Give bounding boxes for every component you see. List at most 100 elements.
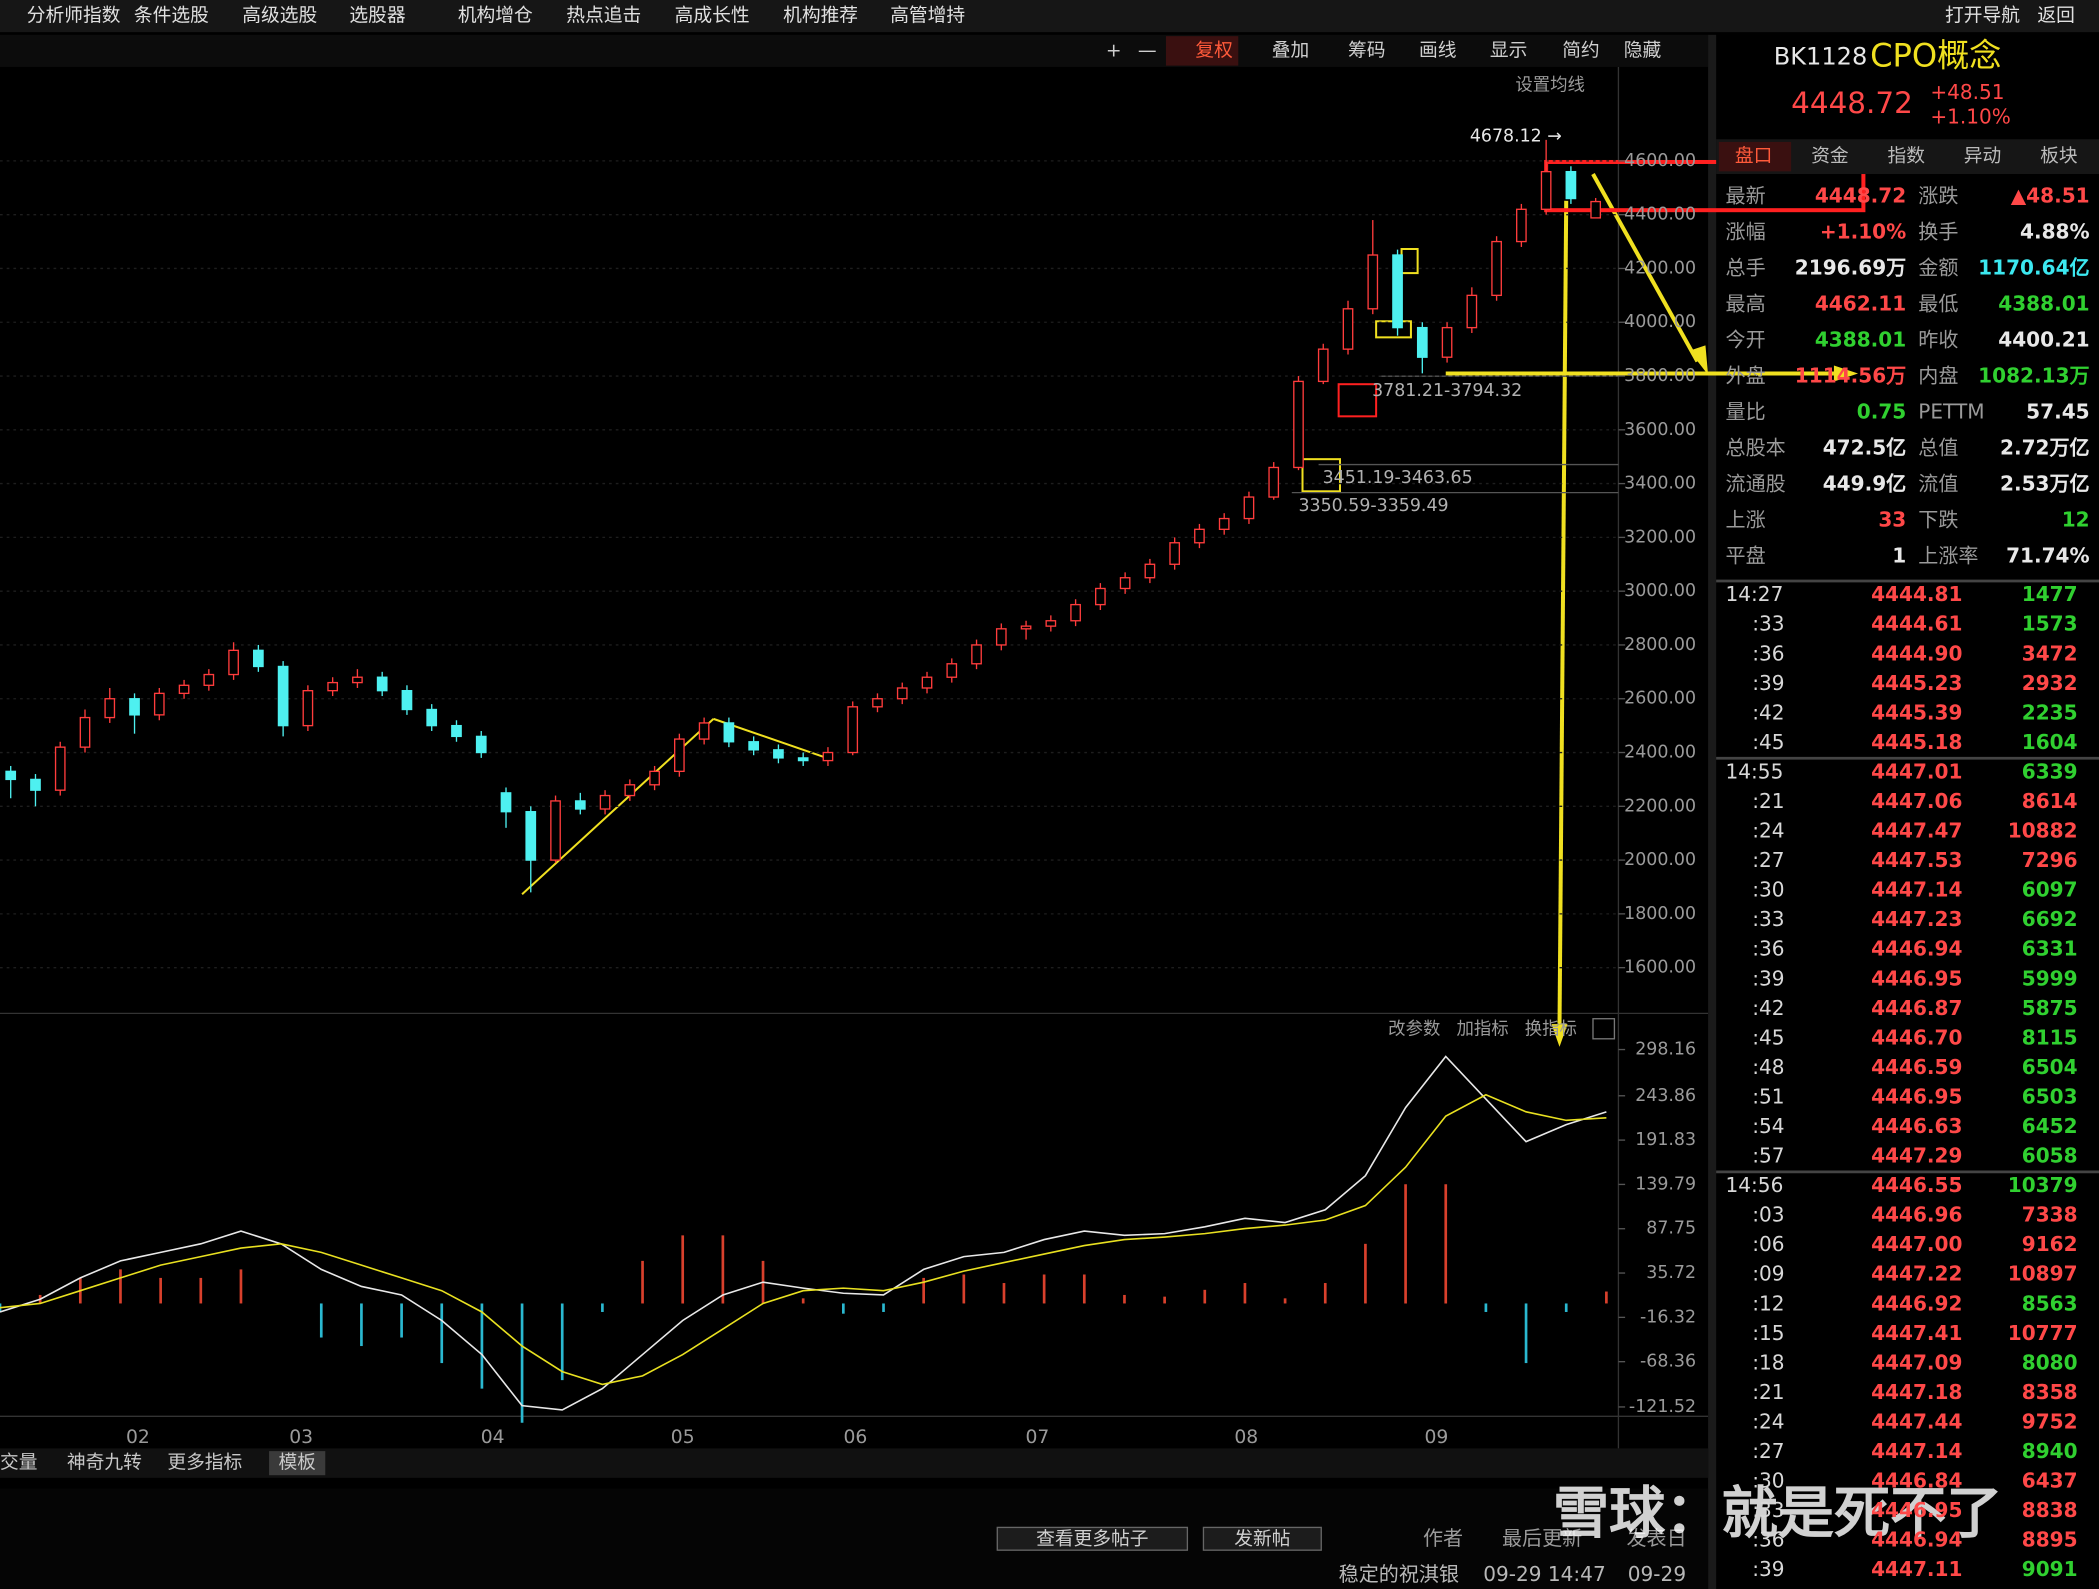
- forum-button[interactable]: [996, 1526, 1189, 1551]
- menu-item[interactable]: 条件选股: [134, 6, 209, 27]
- bottom-tab[interactable]: 神奇九转: [67, 1453, 142, 1474]
- toolbar-button[interactable]: 筹码: [1348, 40, 1385, 61]
- quote-tab[interactable]: 资金: [1811, 146, 1849, 167]
- tick-time: :09: [1752, 1262, 1784, 1286]
- x-tick-label: 07: [1026, 1427, 1050, 1448]
- toolbar-button[interactable]: 画线: [1419, 40, 1457, 61]
- tick-price: 4447.14: [1871, 1439, 1962, 1463]
- tick-price: 4446.70: [1871, 1025, 1962, 1049]
- quote-label: 总股本: [1726, 435, 1786, 459]
- bottom-tab[interactable]: 交量: [0, 1453, 37, 1474]
- menu-item[interactable]: 高管增持: [890, 6, 965, 27]
- tick-price: 4446.59: [1871, 1055, 1962, 1079]
- quote-value: 0.75: [1857, 399, 1907, 423]
- candle-body: [1268, 466, 1280, 498]
- quote-tab[interactable]: 板块: [2040, 146, 2078, 167]
- candle-body: [30, 778, 41, 791]
- quote-value: 57.45: [2026, 399, 2089, 423]
- forum-button[interactable]: [1202, 1526, 1322, 1551]
- menu-item[interactable]: 机构推荐: [783, 6, 858, 27]
- candle-body: [1441, 326, 1453, 358]
- candle-body: [475, 735, 487, 754]
- candle-body: [574, 800, 586, 810]
- bottom-tab[interactable]: 模板: [278, 1453, 316, 1474]
- menu-bar: [0, 0, 2099, 33]
- tick-volume: 5875: [2022, 996, 2078, 1020]
- menu-item[interactable]: 选股器: [349, 6, 405, 27]
- close-button[interactable]: [1592, 1018, 1616, 1040]
- candle-body: [822, 751, 834, 762]
- candle-body: [896, 687, 908, 700]
- indicator-button[interactable]: 换指标: [1525, 1019, 1577, 1039]
- candle-body: [1218, 517, 1230, 530]
- y-tick-label: 139.79: [1635, 1174, 1696, 1194]
- quote-tab[interactable]: 异动: [1964, 146, 2001, 167]
- menu-item[interactable]: 高级选股: [242, 6, 317, 27]
- y-tick-label: 4000.00: [1624, 312, 1696, 332]
- y-tick-label: 2600.00: [1624, 689, 1696, 709]
- toolbar-button[interactable]: 显示: [1490, 40, 1527, 61]
- candle-body: [1194, 528, 1205, 544]
- menu-item[interactable]: 高成长性: [675, 6, 750, 27]
- quote-label: 涨幅: [1726, 219, 1766, 243]
- quote-tab[interactable]: 盘口: [1735, 146, 1772, 167]
- y-tick-label: -16.32: [1640, 1307, 1696, 1327]
- tick-volume: 8080: [2022, 1350, 2078, 1374]
- tick-time: :42: [1752, 996, 1784, 1020]
- menu-item[interactable]: 分析师指数: [27, 6, 121, 27]
- candle-body: [525, 811, 537, 861]
- arrow-head: [1833, 365, 1859, 382]
- quote-value: 4.88%: [2020, 219, 2090, 243]
- y-tick-label: 298.16: [1635, 1040, 1696, 1060]
- tick-price: 4446.95: [1871, 966, 1962, 990]
- tick-time: :45: [1752, 730, 1784, 754]
- toolbar-button[interactable]: 叠加: [1272, 40, 1309, 61]
- quote-value: 4400.21: [1998, 327, 2089, 351]
- indicator-button[interactable]: 改参数: [1388, 1019, 1440, 1039]
- forum-cell: 稳定的祝淇银: [1339, 1562, 1459, 1586]
- menu-item[interactable]: 机构增仓: [458, 6, 533, 27]
- candle-body: [277, 665, 289, 727]
- candle-body: [54, 746, 66, 791]
- tick-time: :36: [1752, 1528, 1784, 1552]
- tick-volume: 7296: [2022, 848, 2078, 872]
- tick-time: :24: [1752, 1409, 1784, 1433]
- candle-body: [723, 722, 735, 743]
- box: [1301, 458, 1341, 493]
- menu-item[interactable]: 热点追击: [566, 6, 641, 27]
- tick-time: :27: [1752, 848, 1784, 872]
- toolbar-button[interactable]: 复权: [1195, 40, 1233, 61]
- quote-value: 4448.72: [1815, 183, 1906, 207]
- tick-volume: 8115: [2022, 1025, 2078, 1049]
- tick-price: 4444.81: [1871, 582, 1962, 606]
- ma-setting[interactable]: 设置均线: [1515, 76, 1585, 96]
- annotation: 3781.21-3794.32: [1372, 381, 1522, 401]
- tick-price: 4447.29: [1871, 1144, 1962, 1168]
- bottom-tab[interactable]: 更多指标: [167, 1453, 242, 1474]
- tick-volume: 10379: [2008, 1173, 2078, 1197]
- candle-body: [1119, 577, 1131, 590]
- annotation: 4678.12 →: [1470, 127, 1562, 147]
- indicator-button[interactable]: 加指标: [1456, 1019, 1508, 1039]
- tick-price: 4447.22: [1871, 1262, 1962, 1286]
- arrow: [1591, 173, 1700, 363]
- toolbar-button[interactable]: 隐藏: [1624, 40, 1662, 61]
- quote-tab[interactable]: 指数: [1887, 146, 1925, 167]
- toolbar-button[interactable]: +: [1106, 40, 1122, 61]
- toolbar-button[interactable]: 简约: [1562, 40, 1599, 61]
- menu-item[interactable]: 返回: [2037, 6, 2074, 27]
- candle-body: [1392, 254, 1403, 329]
- tick-volume: 3472: [2022, 641, 2078, 665]
- menu-item[interactable]: 打开导航: [1945, 6, 2020, 27]
- stock-percent: +1.10%: [1930, 104, 2011, 128]
- toolbar-button[interactable]: —: [1138, 40, 1157, 61]
- tick-volume: 8940: [2022, 1439, 2078, 1463]
- quote-value: 2.53万亿: [2000, 471, 2090, 495]
- tick-volume: 9162: [2022, 1232, 2078, 1256]
- tick-volume: 6097: [2022, 878, 2078, 902]
- tick-volume: 6692: [2022, 907, 2078, 931]
- y-tick-label: 35.72: [1646, 1263, 1696, 1283]
- candle-body: [228, 649, 239, 676]
